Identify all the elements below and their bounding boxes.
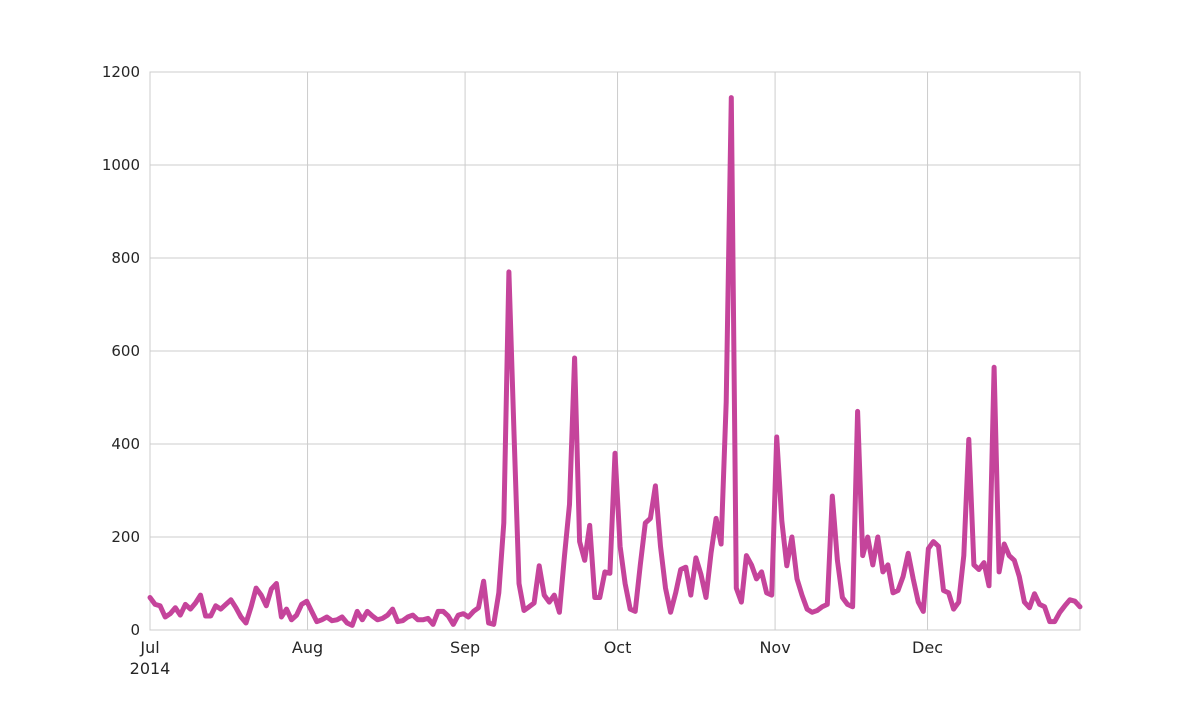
x-tick-label: Aug [292,638,323,657]
series-line [147,95,1083,628]
y-tick-label: 1000 [102,156,140,174]
y-tick-label: 0 [130,621,140,639]
y-tick-label: 200 [111,528,140,546]
y-axis-ticks: 0 200 400 600 800 1000 1200 [102,63,140,639]
series-layer [147,95,1083,628]
y-tick-label: 1200 [102,63,140,81]
x-tick-label: Jul [139,638,159,657]
x-tick-label: Sep [450,638,480,657]
grid-layer [149,71,1080,631]
x-tick-sublabel: 2014 [130,659,171,678]
y-tick-label: 600 [111,342,140,360]
plot-frame [149,71,1081,631]
x-tick-label: Dec [912,638,943,657]
y-tick-label: 400 [111,435,140,453]
y-tick-label: 800 [111,249,140,267]
x-tick-label: Nov [759,638,790,657]
x-axis-ticks: Jul 2014 Aug Sep Oct Nov Dec [130,638,943,678]
x-tick-label: Oct [604,638,632,657]
